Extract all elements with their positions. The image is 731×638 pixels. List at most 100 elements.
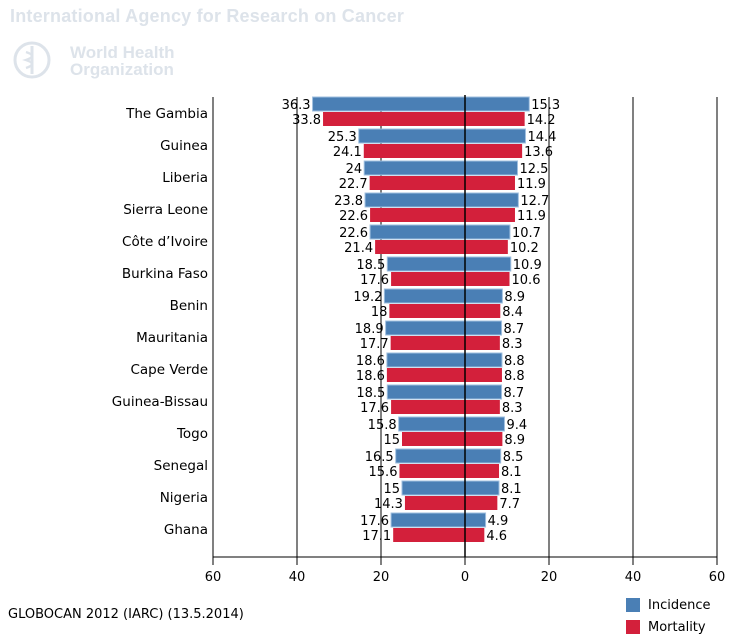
- category-label-9: Guinea-Bissau: [112, 394, 208, 410]
- row-2-bar-mortality-left: [369, 176, 465, 190]
- x-tick-label-0: 60: [205, 570, 222, 585]
- row-10-bar-mortality-right: [465, 432, 503, 446]
- row-13-label-mortality-right: 4.6: [486, 529, 507, 544]
- row-11-label-incidence-right: 8.5: [503, 450, 524, 465]
- legend-item-mortality: Mortality: [626, 616, 710, 638]
- row-5-label-mortality-left: 17.6: [360, 273, 389, 288]
- row-7-label-incidence-left: 18.9: [355, 322, 384, 337]
- row-6-bar-incidence-right: [464, 288, 503, 304]
- row-11-label-mortality-left: 15.6: [369, 465, 398, 480]
- legend-item-incidence: Incidence: [626, 594, 710, 616]
- row-13-bar-incidence-left: [390, 512, 466, 528]
- category-label-1: Guinea: [160, 138, 208, 154]
- row-0-label-incidence-left: 36.3: [282, 98, 311, 113]
- row-2-bar-incidence-right: [464, 160, 518, 176]
- row-8-label-incidence-right: 8.8: [504, 354, 525, 369]
- chart-legend: Incidence Mortality: [626, 594, 710, 638]
- row-1-bar-mortality-left: [363, 144, 465, 158]
- row-10-label-mortality-right: 8.9: [504, 433, 525, 448]
- row-5-label-mortality-right: 10.6: [512, 273, 541, 288]
- row-12-label-mortality-right: 7.7: [499, 497, 520, 512]
- legend-label-incidence: Incidence: [648, 597, 711, 613]
- row-9-bar-mortality-left: [391, 400, 465, 414]
- row-4-label-mortality-left: 21.4: [344, 241, 373, 256]
- row-8-bar-mortality-right: [465, 368, 502, 382]
- row-0-bar-incidence-right: [464, 96, 530, 112]
- row-6-label-incidence-left: 19.2: [353, 290, 382, 305]
- who-wordmark: World Health Organization: [70, 44, 175, 78]
- row-0-label-mortality-left: 33.8: [292, 113, 321, 128]
- agency-header: International Agency for Research on Can…: [10, 6, 405, 26]
- row-10-label-mortality-left: 15: [383, 433, 400, 448]
- row-6-label-mortality-right: 8.4: [502, 305, 523, 320]
- row-12-label-incidence-left: 15: [383, 482, 400, 497]
- row-9-label-mortality-right: 8.3: [502, 401, 523, 416]
- row-11-label-mortality-right: 8.1: [501, 465, 522, 480]
- row-4-bar-mortality-left: [375, 240, 465, 254]
- x-tick-label-1: 40: [289, 570, 306, 585]
- row-4-label-incidence-left: 22.6: [339, 226, 368, 241]
- row-3-bar-incidence-left: [364, 192, 466, 208]
- row-11-bar-incidence-right: [464, 448, 502, 464]
- category-label-6: Benin: [170, 298, 208, 314]
- row-6-bar-incidence-left: [383, 288, 466, 304]
- row-7-label-mortality-left: 17.7: [360, 337, 389, 352]
- row-4-bar-incidence-left: [369, 224, 466, 240]
- row-8-label-incidence-left: 18.6: [356, 354, 385, 369]
- row-8-bar-incidence-right: [464, 352, 503, 368]
- row-0-label-mortality-right: 14.2: [527, 113, 556, 128]
- row-13-bar-mortality-left: [393, 528, 465, 542]
- row-9-label-mortality-left: 17.6: [360, 401, 389, 416]
- row-9-label-incidence-left: 18.5: [356, 386, 385, 401]
- x-tick-label-5: 40: [625, 570, 642, 585]
- row-10-label-incidence-left: 15.8: [368, 418, 397, 433]
- row-5-bar-mortality-left: [391, 272, 465, 286]
- row-12-label-incidence-right: 8.1: [501, 482, 522, 497]
- legend-swatch-incidence: [626, 598, 640, 612]
- x-tick-label-4: 20: [541, 570, 558, 585]
- row-0-bar-mortality-right: [465, 112, 525, 126]
- row-7-label-incidence-right: 8.7: [504, 322, 525, 337]
- category-label-2: Liberia: [162, 170, 208, 186]
- row-10-label-incidence-right: 9.4: [506, 418, 527, 433]
- row-0-bar-incidence-left: [312, 96, 466, 112]
- row-2-label-mortality-right: 11.9: [517, 177, 546, 192]
- row-1-label-mortality-left: 24.1: [333, 145, 362, 160]
- x-tick-label-6: 60: [709, 570, 726, 585]
- row-6-bar-mortality-right: [465, 304, 501, 318]
- row-1-bar-mortality-right: [465, 144, 523, 158]
- row-1-bar-incidence-left: [358, 128, 466, 144]
- row-11-bar-mortality-right: [465, 464, 500, 478]
- row-12-bar-incidence-right: [464, 480, 500, 496]
- row-9-bar-mortality-right: [465, 400, 500, 414]
- row-6-label-incidence-right: 8.9: [504, 290, 525, 305]
- row-8-label-mortality-right: 8.8: [504, 369, 525, 384]
- category-label-10: Togo: [176, 426, 208, 442]
- row-1-label-incidence-right: 14.4: [527, 130, 556, 145]
- row-1-label-mortality-right: 13.6: [524, 145, 553, 160]
- row-3-bar-mortality-right: [465, 208, 515, 222]
- row-4-label-mortality-right: 10.2: [510, 241, 539, 256]
- legend-swatch-mortality: [626, 620, 640, 634]
- row-4-bar-mortality-right: [465, 240, 508, 254]
- category-label-4: Côte d’Ivoire: [122, 234, 208, 250]
- legend-label-mortality: Mortality: [648, 619, 706, 635]
- row-2-label-incidence-left: 24: [346, 162, 363, 177]
- row-4-label-incidence-right: 10.7: [512, 226, 541, 241]
- row-6-bar-mortality-left: [389, 304, 465, 318]
- category-label-0: The Gambia: [125, 106, 208, 122]
- row-9-bar-incidence-left: [386, 384, 466, 400]
- row-10-bar-incidence-left: [398, 416, 466, 432]
- category-label-8: Cape Verde: [130, 362, 208, 378]
- row-0-bar-mortality-left: [323, 112, 465, 126]
- who-logo: World Health Organization: [10, 40, 200, 84]
- row-3-label-incidence-left: 23.8: [334, 194, 363, 209]
- category-label-12: Nigeria: [160, 490, 208, 506]
- who-emblem-icon: [13, 41, 51, 79]
- row-0-label-incidence-right: 15.3: [531, 98, 560, 113]
- row-8-label-mortality-left: 18.6: [356, 369, 385, 384]
- row-2-bar-incidence-left: [363, 160, 466, 176]
- row-8-bar-mortality-left: [386, 368, 465, 382]
- row-8-bar-incidence-left: [386, 352, 466, 368]
- category-label-13: Ghana: [164, 522, 208, 538]
